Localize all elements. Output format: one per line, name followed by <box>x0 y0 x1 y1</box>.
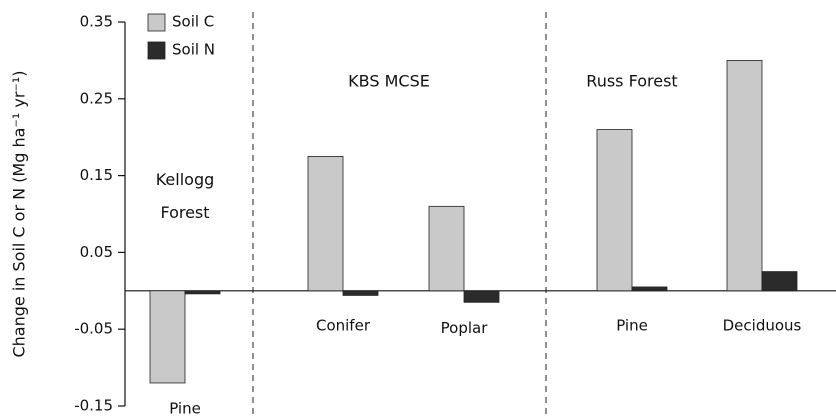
bar <box>596 129 633 292</box>
y-tick-label: 0.15 <box>80 166 113 184</box>
group-label: KBS MCSE <box>348 72 430 91</box>
group-label: Russ Forest <box>586 72 677 91</box>
bar <box>342 290 379 296</box>
x-tick-label: Conifer <box>316 317 371 335</box>
y-tick-label: -0.05 <box>74 320 113 338</box>
legend-label: Soil N <box>172 41 215 59</box>
bar <box>726 60 763 292</box>
x-tick-label: Pine <box>616 317 648 335</box>
bar <box>463 290 500 303</box>
y-tick-label: 0.05 <box>80 243 113 261</box>
y-tick-label: 0.35 <box>80 13 113 31</box>
bar <box>761 271 798 292</box>
x-tick-label: Poplar <box>441 319 489 337</box>
group-label: Kellogg Forest <box>156 170 215 222</box>
bar <box>631 286 668 292</box>
y-tick-label: 0.25 <box>80 89 113 107</box>
legend-swatch <box>147 13 166 32</box>
y-tick-label: -0.15 <box>74 397 113 415</box>
bar <box>307 155 344 292</box>
x-tick-label: Pine <box>169 399 201 417</box>
y-axis-label: Change in Soil C or N (Mg ha⁻¹ yr⁻¹) <box>10 70 29 357</box>
bar <box>428 205 465 292</box>
bar <box>149 290 186 384</box>
legend-label: Soil C <box>172 13 214 31</box>
x-tick-label: Deciduous <box>723 317 802 335</box>
bar <box>184 290 221 295</box>
legend-swatch <box>147 41 166 60</box>
